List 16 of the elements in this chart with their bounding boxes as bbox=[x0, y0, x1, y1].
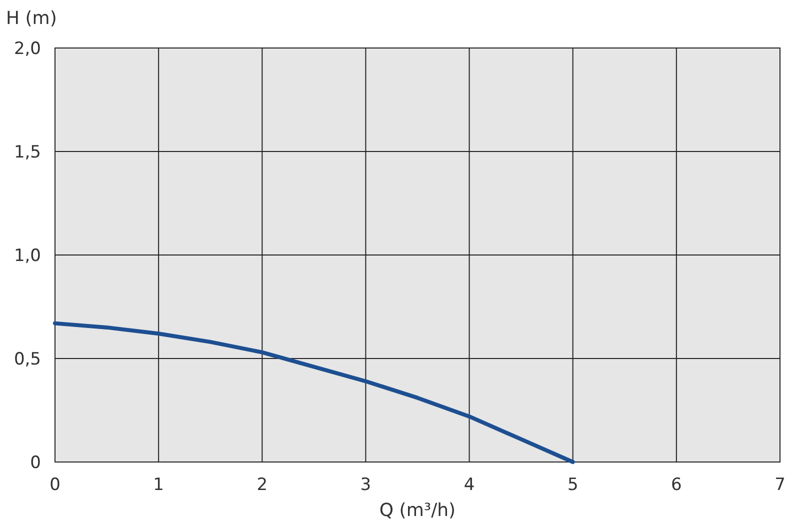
x-tick-label: 7 bbox=[774, 475, 786, 495]
x-tick-label: 0 bbox=[50, 475, 60, 495]
y-axis-title: H (m) bbox=[6, 8, 57, 29]
x-tick-label: 1 bbox=[153, 475, 164, 495]
x-tick-label: 2 bbox=[256, 475, 268, 495]
y-tick-label: 0,5 bbox=[14, 350, 41, 370]
y-tick-label: 1,0 bbox=[14, 246, 41, 266]
x-tick-label: 3 bbox=[360, 475, 372, 495]
x-axis-title: Q (m³/h) bbox=[379, 500, 456, 521]
x-tick-label: 6 bbox=[671, 475, 682, 495]
line-series bbox=[53, 321, 575, 464]
x-tick-label: 5 bbox=[567, 475, 578, 495]
y-tick-label: 0 bbox=[30, 453, 41, 473]
x-tick-label: 4 bbox=[464, 475, 475, 495]
y-tick-label: 2,0 bbox=[14, 39, 41, 59]
y-tick-label: 1,5 bbox=[14, 142, 41, 162]
